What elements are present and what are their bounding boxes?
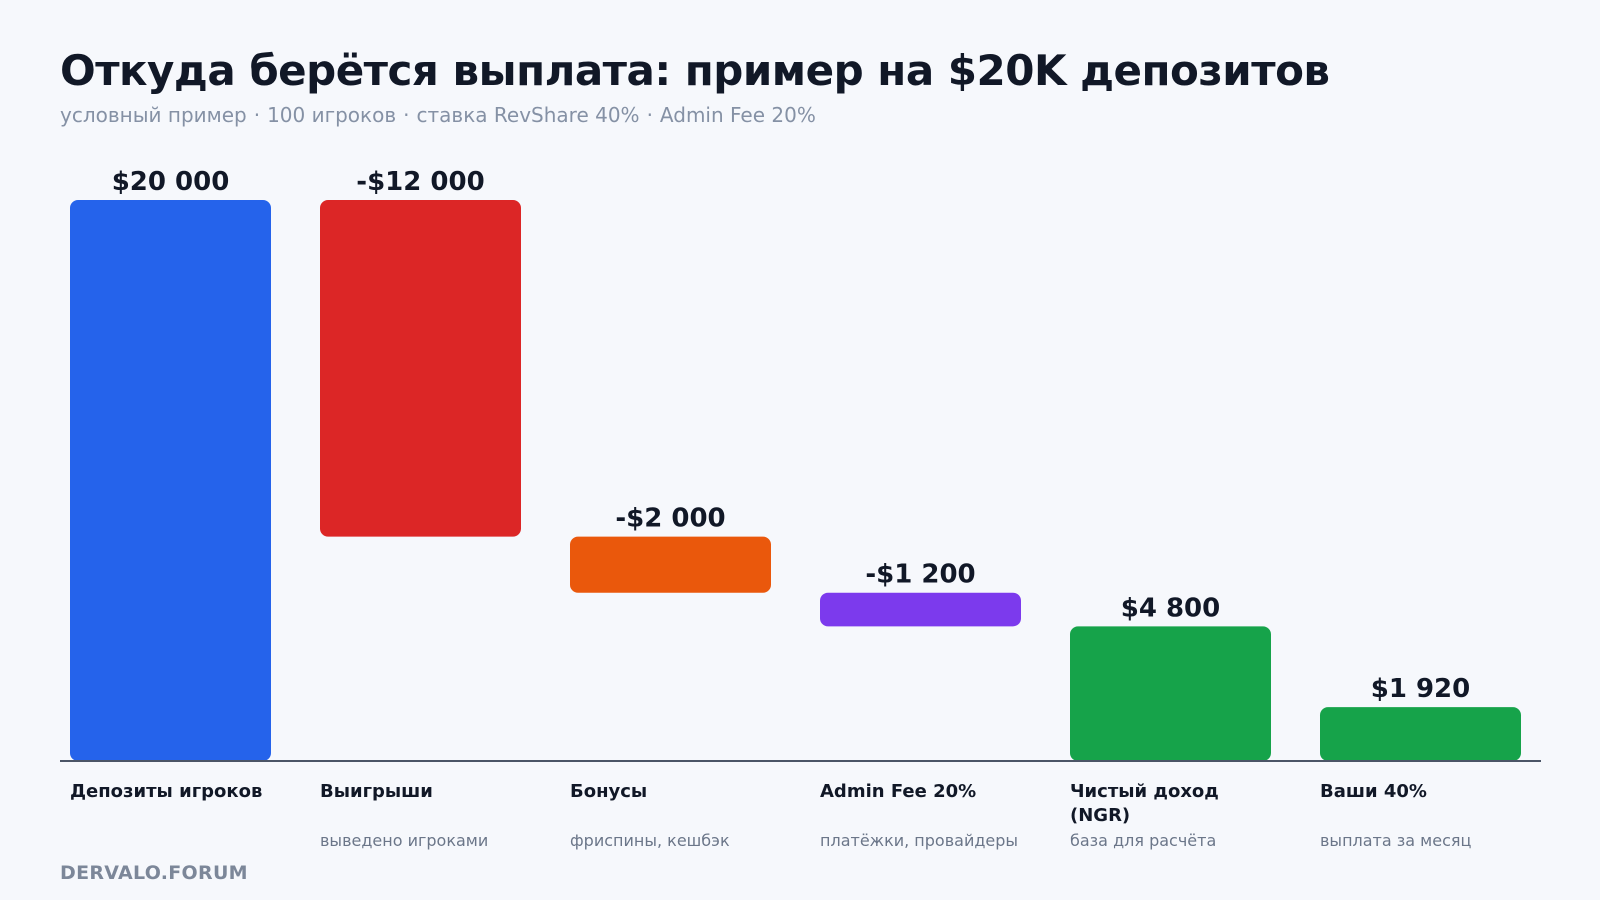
subtitle-part: ставка RevShare 40% [416,103,640,127]
chart-title: Откуда берётся выплата: пример на $20K д… [60,46,1330,95]
data-label: -$12 000 [356,167,484,197]
bar [320,200,521,537]
bar [820,592,1021,627]
chart-subtitle: условный пример · 100 игроков · ставка RevSh… [60,103,816,127]
bar [1320,707,1521,761]
category-sublabel: платёжки, провайдеры [820,831,1018,850]
category-label: Выигрыши [320,781,433,802]
bar [570,536,771,593]
data-label: $4 800 [1121,593,1221,623]
category-label: Депозиты игроков [70,781,262,802]
data-label: -$1 200 [865,560,975,590]
category-label: (NGR) [1070,805,1130,826]
category-sublabel: выведено игроками [320,831,488,850]
category-label: Ваши 40% [1320,781,1427,802]
bar [70,200,271,761]
subtitle-separator: · [253,103,261,127]
data-label: $20 000 [112,167,230,197]
subtitle-separator: · [403,103,410,127]
category-sublabel: фриспины, кешбэк [570,831,730,850]
subtitle-separator: · [646,103,653,127]
subtitle-part: условный пример [60,103,247,127]
category-label: Admin Fee 20% [820,781,976,802]
category-sublabel: база для расчёта [1070,831,1216,850]
category-label: Чистый доход [1070,781,1219,802]
category-sublabel: выплата за месяц [1320,831,1472,850]
footer-brand: DERVALO.FORUM [60,862,248,884]
subtitle-part: Admin Fee 20% [659,103,816,127]
bar [1070,626,1271,761]
category-label: Бонусы [570,781,647,802]
data-label: $1 920 [1371,674,1471,704]
data-label: -$2 000 [615,504,725,534]
subtitle-part: 100 игроков [267,103,397,127]
